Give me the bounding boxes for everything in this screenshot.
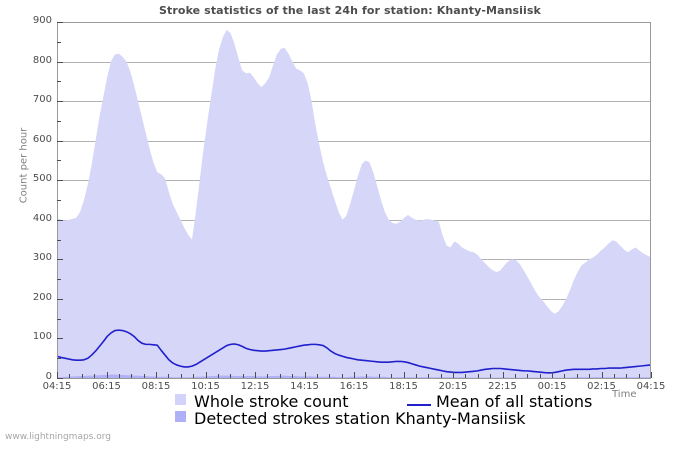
x-tick-label-12: 04:15 xyxy=(636,381,666,392)
x-axis-title: Time xyxy=(612,389,637,400)
y-tick-label-0: 0 xyxy=(45,371,52,382)
legend-swatch-1 xyxy=(175,411,186,422)
x-tick-label-9: 22:15 xyxy=(488,381,517,392)
y-tick-label-500: 500 xyxy=(32,173,52,185)
y-tick-label-100: 100 xyxy=(32,331,52,343)
legend-line-marker-2 xyxy=(407,404,431,406)
legend-swatch-0 xyxy=(175,394,186,405)
chart-title: Stroke statistics of the last 24h for st… xyxy=(159,4,541,17)
x-tick-label-6: 16:15 xyxy=(339,381,369,392)
x-tick-label-1: 06:15 xyxy=(92,381,121,392)
x-tick-label-3: 10:15 xyxy=(191,381,220,392)
legend-label-2: Mean of all stations xyxy=(436,392,593,411)
x-tick-label-8: 20:15 xyxy=(438,381,468,392)
x-tick-label-4: 12:15 xyxy=(240,381,270,392)
series-area-detected-strokes xyxy=(57,374,651,378)
y-tick-label-300: 300 xyxy=(32,252,52,264)
x-tick-label-2: 08:15 xyxy=(141,381,171,392)
footer-watermark: www.lightningmaps.org xyxy=(5,432,111,442)
y-tick-label-900: 900 xyxy=(32,15,52,26)
chart-legend: Whole stroke count Detected strokes stati… xyxy=(0,392,700,428)
legend-label-0: Whole stroke count xyxy=(194,392,349,411)
x-tick-label-5: 14:15 xyxy=(290,381,319,392)
y-tick-label-400: 400 xyxy=(32,212,52,224)
series-area-whole-stroke-count xyxy=(57,29,651,378)
y-tick-label-700: 700 xyxy=(32,94,52,106)
series-line-mean-of-all-stations xyxy=(56,329,652,374)
x-tick-label-10: 00:15 xyxy=(537,381,567,392)
y-tick-label-800: 800 xyxy=(32,54,52,66)
x-tick-label-11: 02:15 xyxy=(587,381,616,392)
x-axis-tick-labels: 04:15 06:15 08:15 10:15 12:15 14:15 16:15 18:15… xyxy=(0,381,700,397)
y-tick-label-200: 200 xyxy=(32,291,52,303)
legend-label-1: Detected strokes station Khanty-Mansiisk xyxy=(194,409,526,428)
x-tick-label-0: 04:15 xyxy=(42,381,72,392)
y-axis-tick-labels: 0 100 200 300 400 500 600 700 800 900 xyxy=(0,0,52,400)
y-tick-label-600: 600 xyxy=(32,133,52,145)
y-axis-title: Count per hour xyxy=(18,127,30,204)
x-tick-label-7: 18:15 xyxy=(389,381,418,392)
